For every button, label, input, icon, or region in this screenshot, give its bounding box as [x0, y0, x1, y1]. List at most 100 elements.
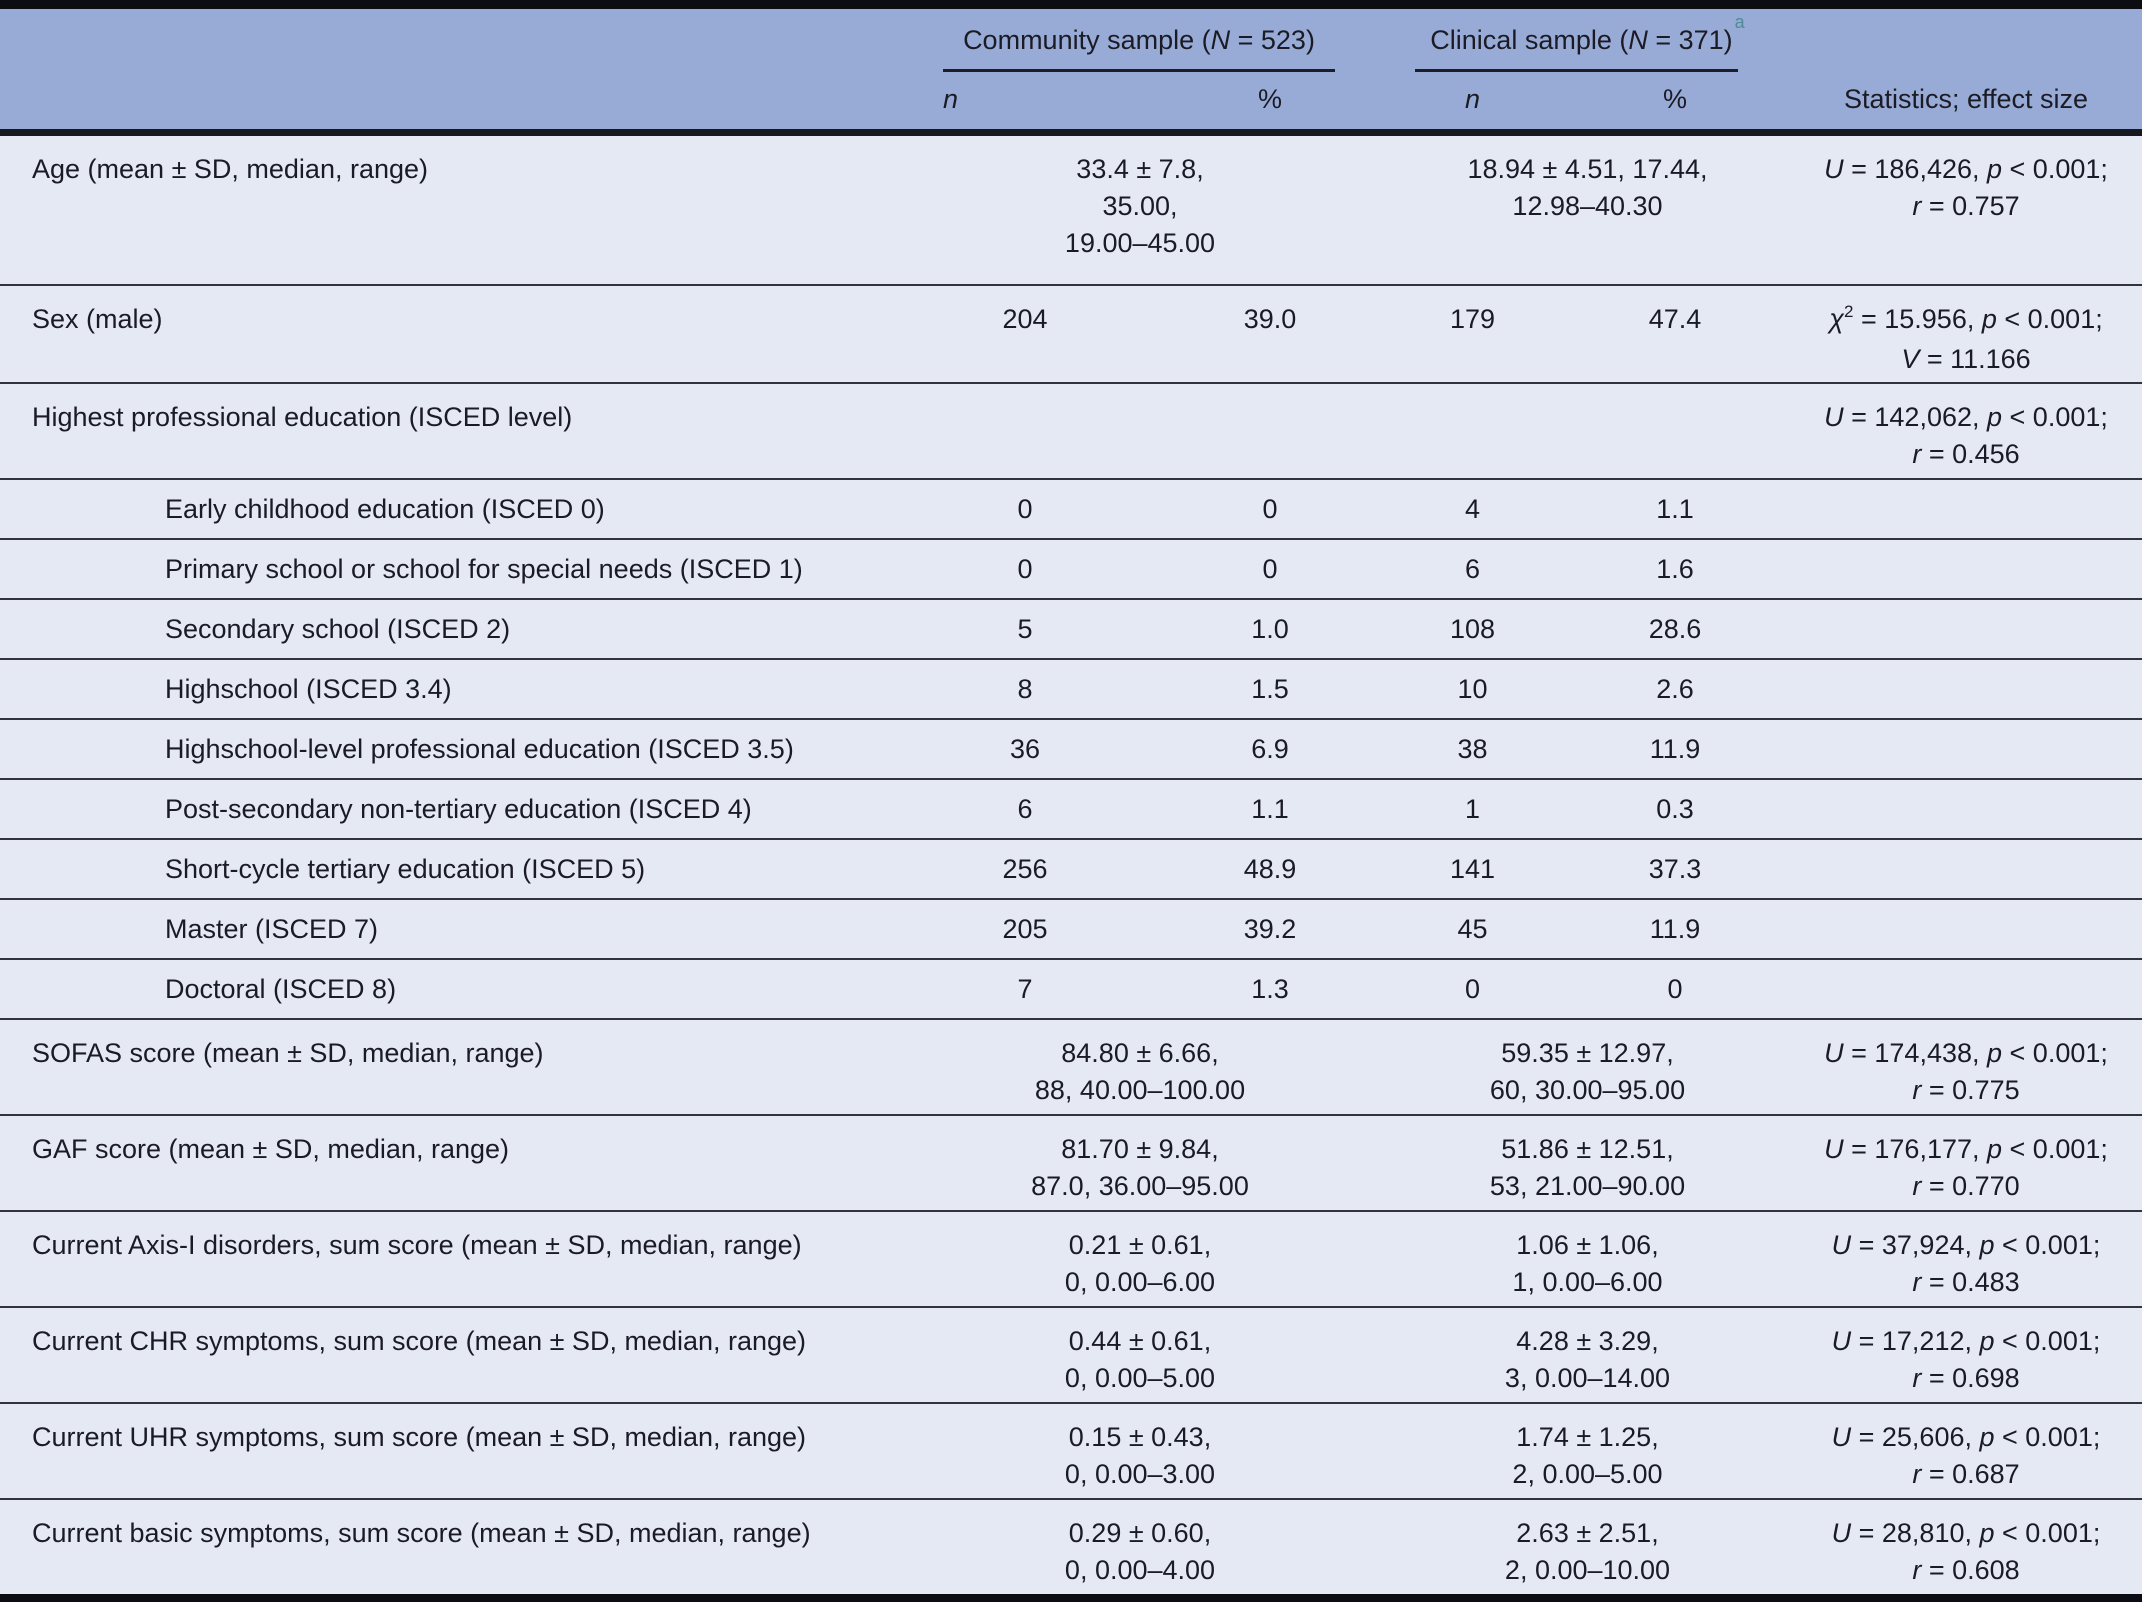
community-pct-value: 6.9	[1251, 733, 1289, 764]
row-label: Early childhood education (ISCED 0)	[165, 493, 605, 524]
statistics-value: U = 28,810, p < 0.001; r = 0.608	[1831, 1518, 2101, 1585]
community-n-value: 0	[1017, 493, 1033, 524]
community-pct-header: %	[1257, 84, 1282, 114]
community-n-value: 5	[1017, 613, 1033, 644]
clinical-sample-label: Clinical sample (N = 371)	[1430, 25, 1733, 55]
community-value: 0.29 ± 0.60, 0, 0.00–4.00	[1064, 1518, 1216, 1585]
community-pct-value: 39.0	[1243, 304, 1297, 334]
row-label: Doctoral (ISCED 8)	[165, 973, 397, 1004]
community-pct-value: 48.9	[1243, 853, 1297, 884]
clinical-pct-value: 1.6	[1656, 553, 1694, 584]
row-label: Secondary school (ISCED 2)	[165, 613, 511, 644]
table-body: Age (mean ± SD, median, range) 33.4 ± 7.8…	[0, 136, 2142, 1602]
community-n-value: 0	[1017, 553, 1033, 584]
community-value: 0.21 ± 0.61, 0, 0.00–6.00	[1064, 1230, 1216, 1297]
table-row: Primary school or school for special nee…	[0, 538, 2142, 598]
table-row: Secondary school (ISCED 2) 5 1.0 108 28.6	[0, 598, 2142, 658]
clinical-sample-header: Clinical sample (N = 371)a	[1385, 12, 1790, 72]
clinical-n-value: 6	[1464, 553, 1481, 584]
clinical-n-value: 38	[1457, 733, 1488, 764]
community-value: 84.80 ± 6.66, 88, 40.00–100.00	[1034, 1038, 1246, 1105]
clinical-group-underline	[1415, 69, 1738, 72]
table-row: GAF score (mean ± SD, median, range) 81.7…	[0, 1114, 2142, 1210]
statistics-value: U = 142,062, p < 0.001; r = 0.456	[1824, 402, 2108, 469]
community-pct-value: 1.3	[1251, 973, 1289, 1004]
clinical-value: 59.35 ± 12.97, 60, 30.00–95.00	[1489, 1038, 1686, 1105]
subheader-row: n % n % Statistics; effect size	[0, 72, 2142, 129]
clinical-pct-value: 2.6	[1656, 673, 1694, 704]
clinical-value: 1.06 ± 1.06, 1, 0.00–6.00	[1512, 1230, 1663, 1297]
community-pct-value: 1.0	[1251, 613, 1289, 644]
statistics-value: U = 174,438, p < 0.001; r = 0.775	[1824, 1038, 2108, 1105]
community-group-underline	[943, 69, 1335, 72]
clinical-n-value: 179	[1449, 304, 1496, 334]
table-row: Sex (male) 204 39.0 179 47.4 χ2 = 15.956, p <…	[0, 284, 2142, 382]
table-row: SOFAS score (mean ± SD, median, range) 84…	[0, 1018, 2142, 1114]
statistics-value: U = 176,177, p < 0.001; r = 0.770	[1824, 1134, 2108, 1201]
clinical-value: 1.74 ± 1.25, 2, 0.00–5.00	[1512, 1422, 1663, 1489]
community-n-value: 6	[1017, 793, 1033, 824]
community-sample-label: Community sample (N = 523)	[963, 25, 1315, 55]
clinical-n-value: 1	[1464, 793, 1481, 824]
row-label: Current CHR symptoms, sum score (mean ± …	[32, 1326, 807, 1356]
table-row: Age (mean ± SD, median, range) 33.4 ± 7.8…	[0, 136, 2142, 284]
row-label: Post-secondary non-tertiary education (I…	[165, 793, 752, 824]
table-row: Master (ISCED 7) 205 39.2 45 11.9	[0, 898, 2142, 958]
community-n-value: 256	[1002, 853, 1048, 884]
community-value: 0.15 ± 0.43, 0, 0.00–3.00	[1064, 1422, 1216, 1489]
row-label: Highest professional education (ISCED le…	[32, 402, 573, 432]
clinical-value: 4.28 ± 3.29, 3, 0.00–14.00	[1504, 1326, 1671, 1393]
clinical-value: 2.63 ± 2.51, 2, 0.00–10.00	[1504, 1518, 1671, 1585]
statistics-value: U = 25,606, p < 0.001; r = 0.687	[1831, 1422, 2101, 1489]
community-pct-value: 1.5	[1251, 673, 1289, 704]
clinical-pct-value: 0.3	[1656, 793, 1694, 824]
row-label: Master (ISCED 7)	[165, 913, 379, 944]
subheader-blank	[0, 84, 895, 115]
clinical-pct-header: %	[1662, 84, 1687, 114]
table-row: Highschool (ISCED 3.4) 8 1.5 10 2.6	[0, 658, 2142, 718]
table-row: Current UHR symptoms, sum score (mean ± …	[0, 1402, 2142, 1498]
statistics-value: U = 17,212, p < 0.001; r = 0.698	[1831, 1326, 2101, 1393]
community-pct-value: 1.1	[1251, 793, 1289, 824]
community-value: 81.70 ± 9.84, 87.0, 36.00–95.00	[1031, 1134, 1249, 1201]
table-row: Highest professional education (ISCED le…	[0, 382, 2142, 478]
table-row: Post-secondary non-tertiary education (I…	[0, 778, 2142, 838]
statistics-value: U = 186,426, p < 0.001; r = 0.757	[1824, 154, 2108, 221]
community-pct-value: 0	[1262, 493, 1278, 524]
clinical-pct-value: 47.4	[1648, 304, 1702, 334]
row-label: Current Axis-I disorders, sum score (mea…	[32, 1230, 802, 1260]
community-pct-value: 0	[1262, 553, 1278, 584]
clinical-pct-value: 1.1	[1656, 493, 1694, 524]
statistics-value: U = 37,924, p < 0.001; r = 0.483	[1831, 1230, 2101, 1297]
clinical-value: 18.94 ± 4.51, 17.44, 12.98–40.30	[1467, 154, 1708, 221]
clinical-n-value: 45	[1457, 913, 1488, 944]
community-n-value: 8	[1017, 673, 1033, 704]
table-row: Highschool-level professional education …	[0, 718, 2142, 778]
statistics-header: Statistics; effect size	[1843, 84, 2089, 114]
row-label: SOFAS score (mean ± SD, median, range)	[32, 1038, 544, 1068]
row-label: Current basic symptoms, sum score (mean …	[32, 1518, 811, 1548]
community-n-value: 205	[1002, 913, 1048, 944]
clinical-value: 51.86 ± 12.51, 53, 21.00–90.00	[1489, 1134, 1686, 1201]
clinical-n-value: 141	[1449, 853, 1496, 884]
clinical-pct-value: 11.9	[1649, 913, 1701, 944]
table-row: Early childhood education (ISCED 0) 0 0 4 1.…	[0, 478, 2142, 538]
group-header-row: Community sample (N = 523) Clinical samp…	[0, 9, 2142, 72]
clinical-n-value: 108	[1449, 613, 1496, 644]
community-n-value: 204	[1002, 304, 1048, 334]
clinical-pct-value: 37.3	[1648, 853, 1702, 884]
clinical-n-value: 10	[1457, 673, 1488, 704]
clinical-pct-value: 0	[1667, 973, 1683, 1004]
row-label: Short-cycle tertiary education (ISCED 5)	[165, 853, 646, 884]
clinical-pct-value: 11.9	[1649, 733, 1701, 764]
community-value: 33.4 ± 7.8, 35.00, 19.00–45.00	[1064, 154, 1216, 258]
clinical-pct-value: 28.6	[1648, 613, 1702, 644]
row-label: Highschool (ISCED 3.4)	[165, 673, 452, 704]
footnote-marker-a: a	[1734, 12, 1745, 32]
row-label: Highschool-level professional education …	[165, 733, 794, 764]
community-n-value: 7	[1017, 973, 1033, 1004]
row-label: GAF score (mean ± SD, median, range)	[32, 1134, 509, 1164]
community-n-value: 36	[1009, 733, 1041, 764]
table-row: Short-cycle tertiary education (ISCED 5)…	[0, 838, 2142, 898]
